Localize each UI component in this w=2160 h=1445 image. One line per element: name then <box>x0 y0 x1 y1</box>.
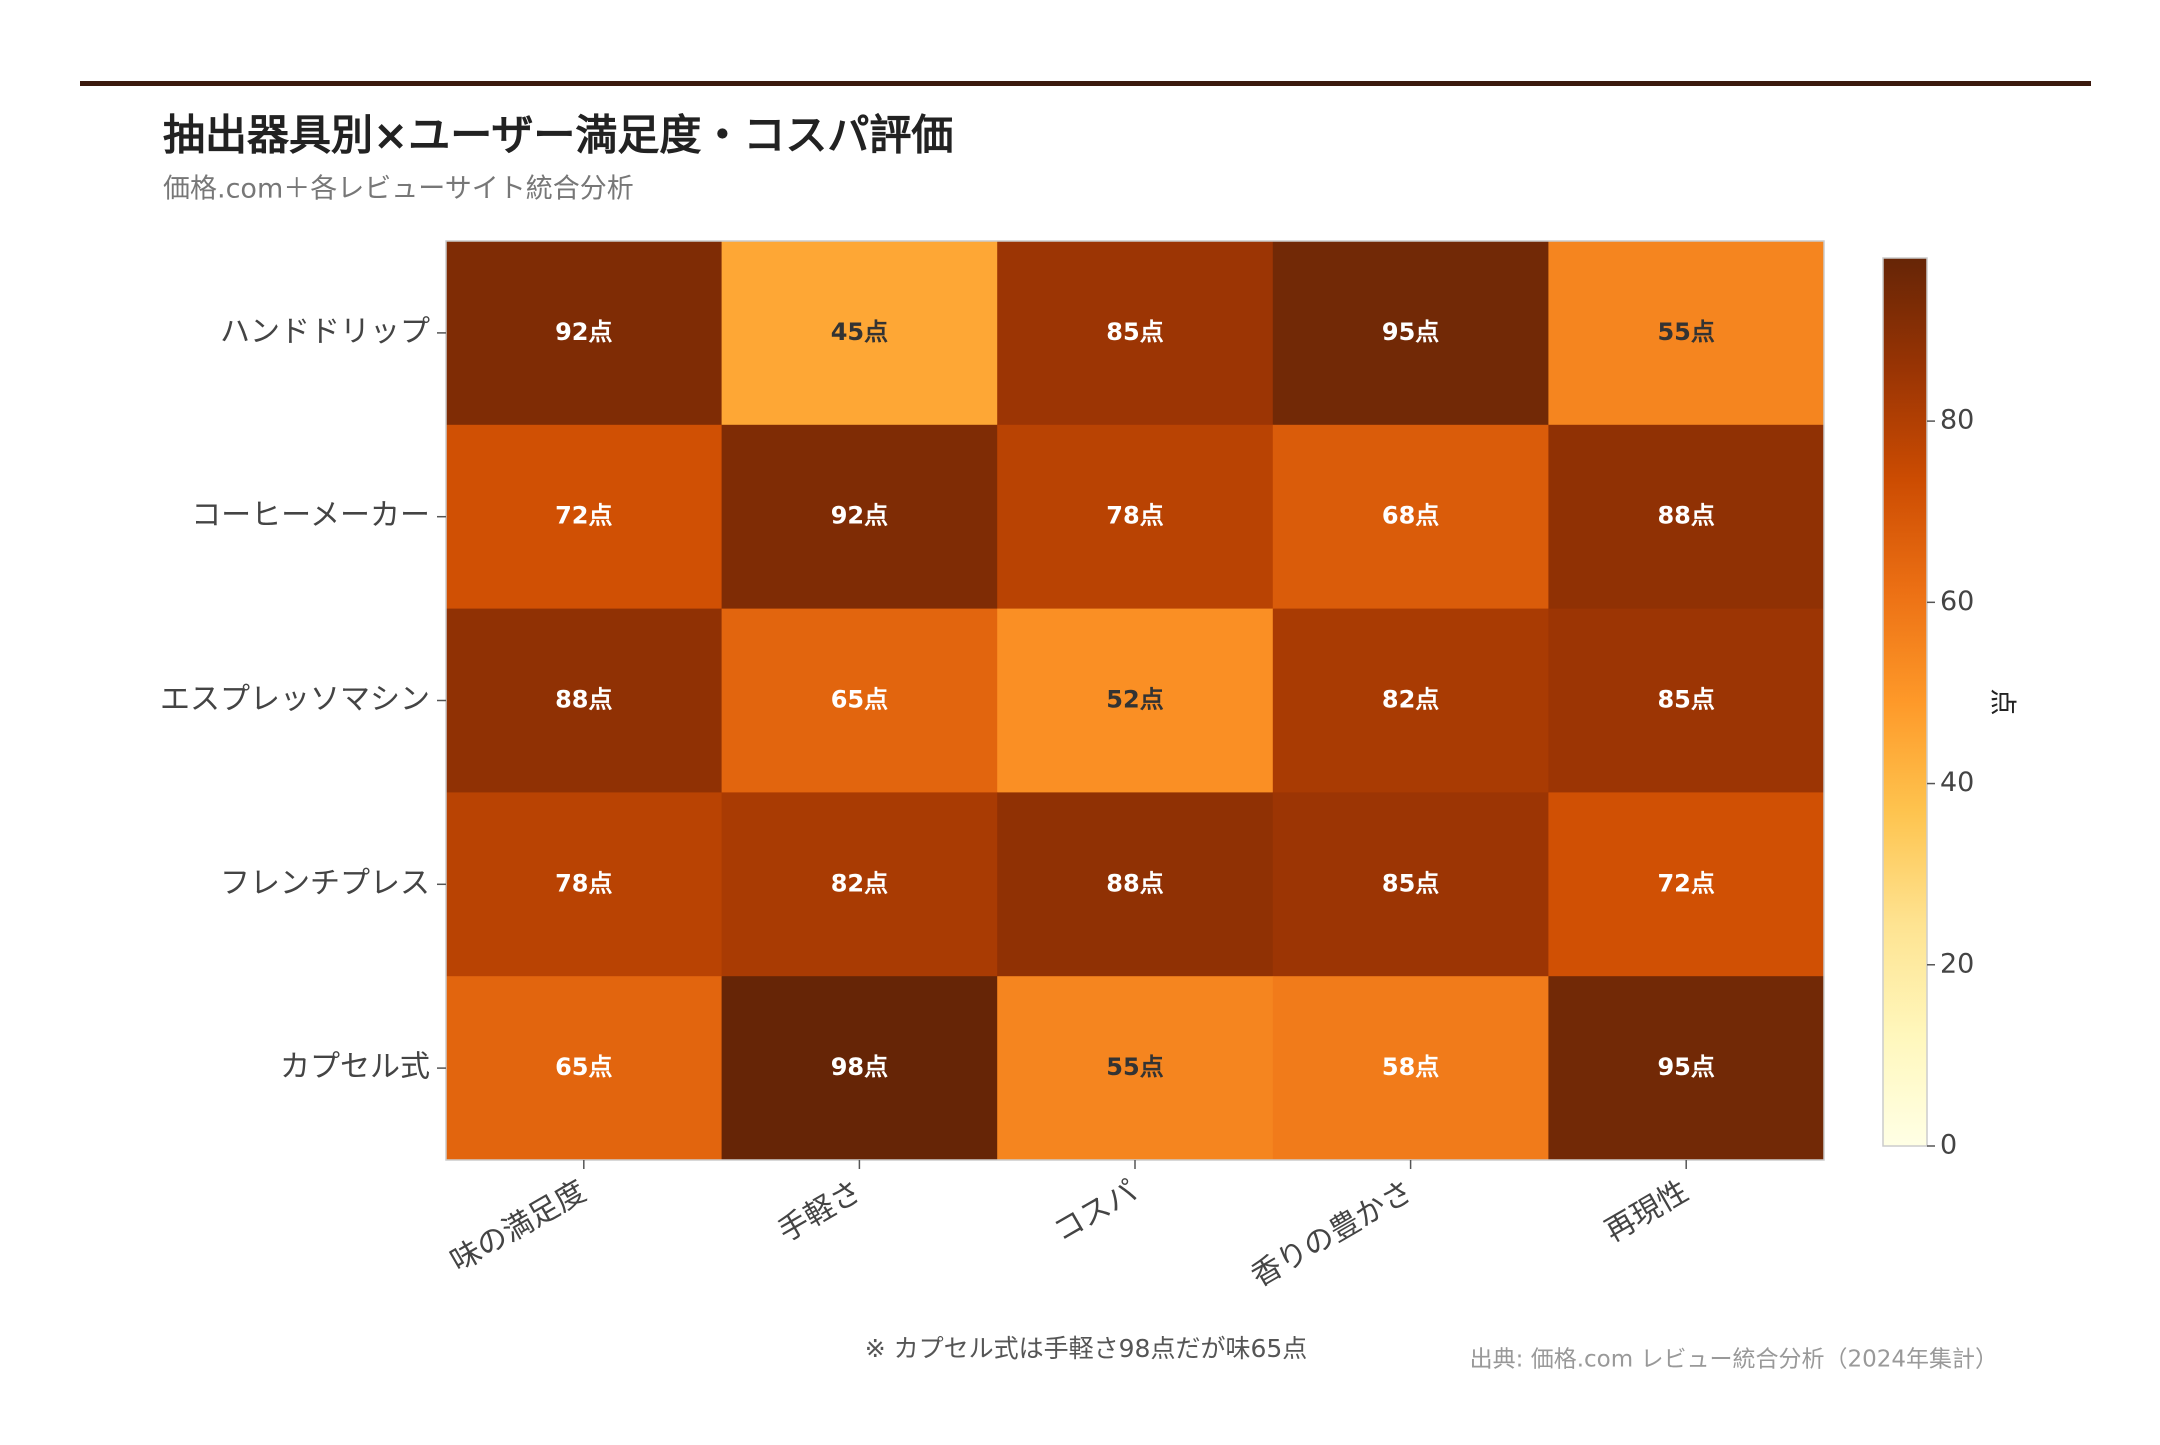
colorbar <box>1882 257 1928 1147</box>
cell-label: 78点 <box>1106 502 1163 530</box>
heatmap-cell <box>1548 241 1825 426</box>
cell-label: 85点 <box>1657 686 1714 714</box>
x-tick-label: 手軽さ <box>772 1174 867 1249</box>
x-tick-label: 味の満足度 <box>445 1174 592 1279</box>
cell-label: 82点 <box>1382 686 1439 714</box>
heatmap-cell <box>721 241 998 426</box>
heatmap-cell <box>1548 424 1825 610</box>
heatmap-cell <box>1548 976 1825 1161</box>
heatmap-cell <box>721 608 998 793</box>
chart-subtitle: 価格.com＋各レビューサイト統合分析 <box>163 174 634 205</box>
x-tick-label: コスパ <box>1048 1174 1143 1249</box>
cell-label: 72点 <box>555 502 612 530</box>
annotation: ※ カプセル式は手軽さ98点だが味65点 <box>865 1334 1308 1363</box>
y-tick-label: カプセル式 <box>280 1050 430 1085</box>
cell-label: 68点 <box>1382 502 1439 530</box>
cell-label: 95点 <box>1657 1053 1714 1081</box>
cell-label: 85点 <box>1382 869 1439 897</box>
heatmap-cell <box>446 424 723 610</box>
y-tick-label: エスプレッソマシン <box>160 682 430 717</box>
heatmap-cell <box>997 241 1274 426</box>
colorbar-tick-label: 20 <box>1940 948 1974 979</box>
heatmap-cell <box>446 976 723 1161</box>
heatmap-cell <box>997 424 1274 610</box>
heatmap-cell <box>1272 608 1549 793</box>
cell-label: 88点 <box>1106 869 1163 897</box>
cell-label: 72点 <box>1657 869 1714 897</box>
y-tick-label: コーヒーメーカー <box>191 498 430 533</box>
cell-label: 88点 <box>555 686 612 714</box>
heatmap-cell <box>997 792 1274 977</box>
heatmap-cell <box>1272 241 1549 426</box>
colorbar-tick-label: 80 <box>1940 405 1974 436</box>
cell-label: 78点 <box>555 869 612 897</box>
heatmap-cell <box>721 424 998 610</box>
x-tick-label: 再現性 <box>1599 1174 1694 1249</box>
source: 出典: 価格.com レビュー統合分析（2024年集計） <box>1470 1347 1998 1373</box>
x-tick-label: 香りの豊かさ <box>1245 1174 1418 1294</box>
y-tick-label: ハンドドリップ <box>220 314 430 349</box>
cell-label: 55点 <box>1106 1053 1163 1081</box>
cell-label: 88点 <box>1657 502 1714 530</box>
heatmap-cell <box>997 976 1274 1161</box>
y-tick-label: フレンチプレス <box>220 866 430 901</box>
cell-label: 98点 <box>831 1053 888 1081</box>
heatmap-cell <box>721 976 998 1161</box>
cell-label: 92点 <box>555 318 612 346</box>
cell-label: 65点 <box>831 686 888 714</box>
cell-label: 82点 <box>831 869 888 897</box>
cell-label: 92点 <box>831 502 888 530</box>
colorbar-tick-label: 40 <box>1940 767 1974 798</box>
heatmap-cell <box>446 241 723 426</box>
cell-label: 55点 <box>1657 318 1714 346</box>
colorbar-tick-label: 60 <box>1940 586 1974 617</box>
heatmap-cell <box>1272 976 1549 1161</box>
colorbar-label: 点 <box>1987 689 2018 716</box>
cell-label: 58点 <box>1382 1053 1439 1081</box>
heatmap-cell <box>446 608 723 793</box>
heatmap-cell <box>1548 792 1825 977</box>
cell-label: 52点 <box>1106 686 1163 714</box>
heatmap-cell <box>446 792 723 977</box>
cell-label: 85点 <box>1106 318 1163 346</box>
cell-label: 95点 <box>1382 318 1439 346</box>
top-rule <box>80 81 2091 86</box>
heatmap-cell <box>997 608 1274 793</box>
heatmap-cell <box>721 792 998 977</box>
heatmap-cell <box>1548 608 1825 793</box>
cell-label: 45点 <box>831 318 888 346</box>
heatmap-cell <box>1272 424 1549 610</box>
chart-title: 抽出器具別×ユーザー満足度・コスパ評価 <box>163 111 953 160</box>
cell-label: 65点 <box>555 1053 612 1081</box>
colorbar-tick-label: 0 <box>1940 1130 1957 1161</box>
heatmap-cell <box>1272 792 1549 977</box>
